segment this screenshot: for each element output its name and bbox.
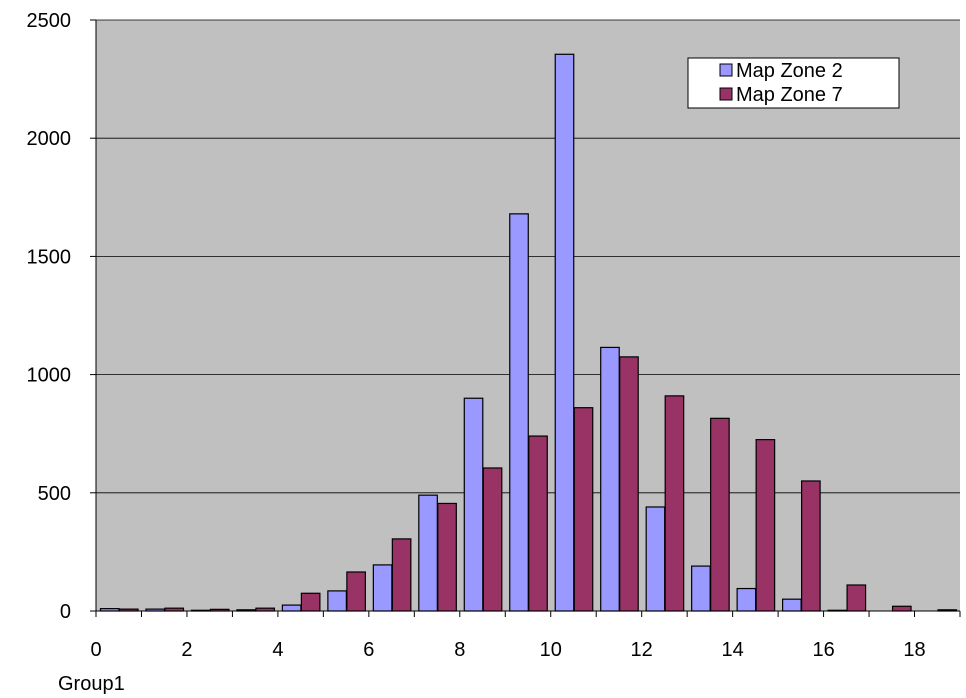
- bar-map-zone-7-16: [846, 584, 867, 612]
- y-tick-label: 0: [60, 601, 71, 623]
- x-tick-label: 10: [540, 639, 562, 661]
- bar-map-zone-2-8: [463, 397, 484, 612]
- bar-map-zone-2-15: [782, 598, 802, 612]
- bar-map-zone-7-6: [391, 538, 412, 612]
- bar-map-zone-7-14: [755, 439, 776, 612]
- bar-map-zone-7-4: [300, 592, 321, 612]
- y-tick-label: 500: [38, 483, 71, 505]
- bar-map-zone-7-10: [573, 407, 594, 612]
- bar-map-zone-2-12: [645, 506, 666, 612]
- y-tick-label: 2000: [27, 128, 72, 150]
- bar-map-zone-2-10: [554, 53, 575, 612]
- bar-map-zone-7-11: [619, 356, 639, 612]
- y-axis-ticks: 0 500 1000 1500 2000 2500: [27, 10, 96, 623]
- x-tick-label: 6: [363, 639, 374, 661]
- bar-map-zone-7-13: [710, 417, 730, 612]
- y-tick-label: 1500: [27, 246, 72, 268]
- bar-map-zone-2-14: [736, 587, 757, 612]
- y-tick-label: 1000: [27, 365, 72, 387]
- x-axis-ticks: 0 2 4 6 8 10 12 14 16 18: [90, 611, 961, 661]
- bar-map-zone-7-17: [891, 605, 912, 612]
- bars: [99, 53, 958, 612]
- x-axis-label: Group1: [58, 673, 125, 695]
- bar-map-zone-2-13: [691, 565, 711, 612]
- x-tick-label: 18: [903, 639, 925, 661]
- x-tick-label: 16: [812, 639, 834, 661]
- legend-swatch-map-zone-2: [719, 63, 733, 77]
- bar-map-zone-7-5: [346, 571, 366, 612]
- legend: Map Zone 2 Map Zone 7: [687, 57, 900, 109]
- bar-map-zone-7-12: [664, 395, 685, 612]
- y-tick-label: 2500: [27, 10, 72, 32]
- bar-map-zone-2-4: [281, 604, 302, 612]
- x-tick-label: 12: [631, 639, 653, 661]
- bar-map-zone-2-6: [372, 564, 393, 612]
- x-tick-label: 8: [454, 639, 465, 661]
- bar-map-zone-7-15: [801, 480, 821, 612]
- bar-map-zone-2-5: [327, 590, 347, 612]
- x-tick-label: 4: [272, 639, 283, 661]
- bar-map-zone-7-9: [528, 435, 548, 612]
- x-tick-label: 14: [722, 639, 744, 661]
- legend-label-map-zone-2: Map Zone 2: [736, 60, 843, 82]
- x-tick-label: 2: [181, 639, 192, 661]
- bar-map-zone-7-7: [437, 502, 457, 612]
- legend-swatch-map-zone-7: [719, 87, 733, 101]
- bar-map-zone-7-8: [482, 467, 503, 612]
- bar-map-zone-2-11: [600, 346, 620, 612]
- x-tick-label: 0: [90, 639, 101, 661]
- bar-map-zone-2-9: [509, 213, 529, 612]
- bar-map-zone-2-7: [418, 494, 438, 612]
- legend-label-map-zone-7: Map Zone 7: [736, 84, 843, 106]
